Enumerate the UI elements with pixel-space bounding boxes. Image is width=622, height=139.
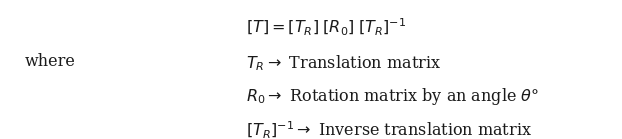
Text: $[T] = [T_R]\;[R_0]\;[T_R]^{-1}$: $[T] = [T_R]\;[R_0]\;[T_R]^{-1}$ — [246, 17, 406, 38]
Text: $T_R \rightarrow$ Translation matrix: $T_R \rightarrow$ Translation matrix — [246, 53, 441, 73]
Text: $R_0 \rightarrow$ Rotation matrix by an angle $\theta$°: $R_0 \rightarrow$ Rotation matrix by an … — [246, 86, 539, 107]
Text: where: where — [25, 53, 76, 70]
Text: $[T_R]^{-1} \rightarrow$ Inverse translation matrix: $[T_R]^{-1} \rightarrow$ Inverse transla… — [246, 120, 532, 139]
